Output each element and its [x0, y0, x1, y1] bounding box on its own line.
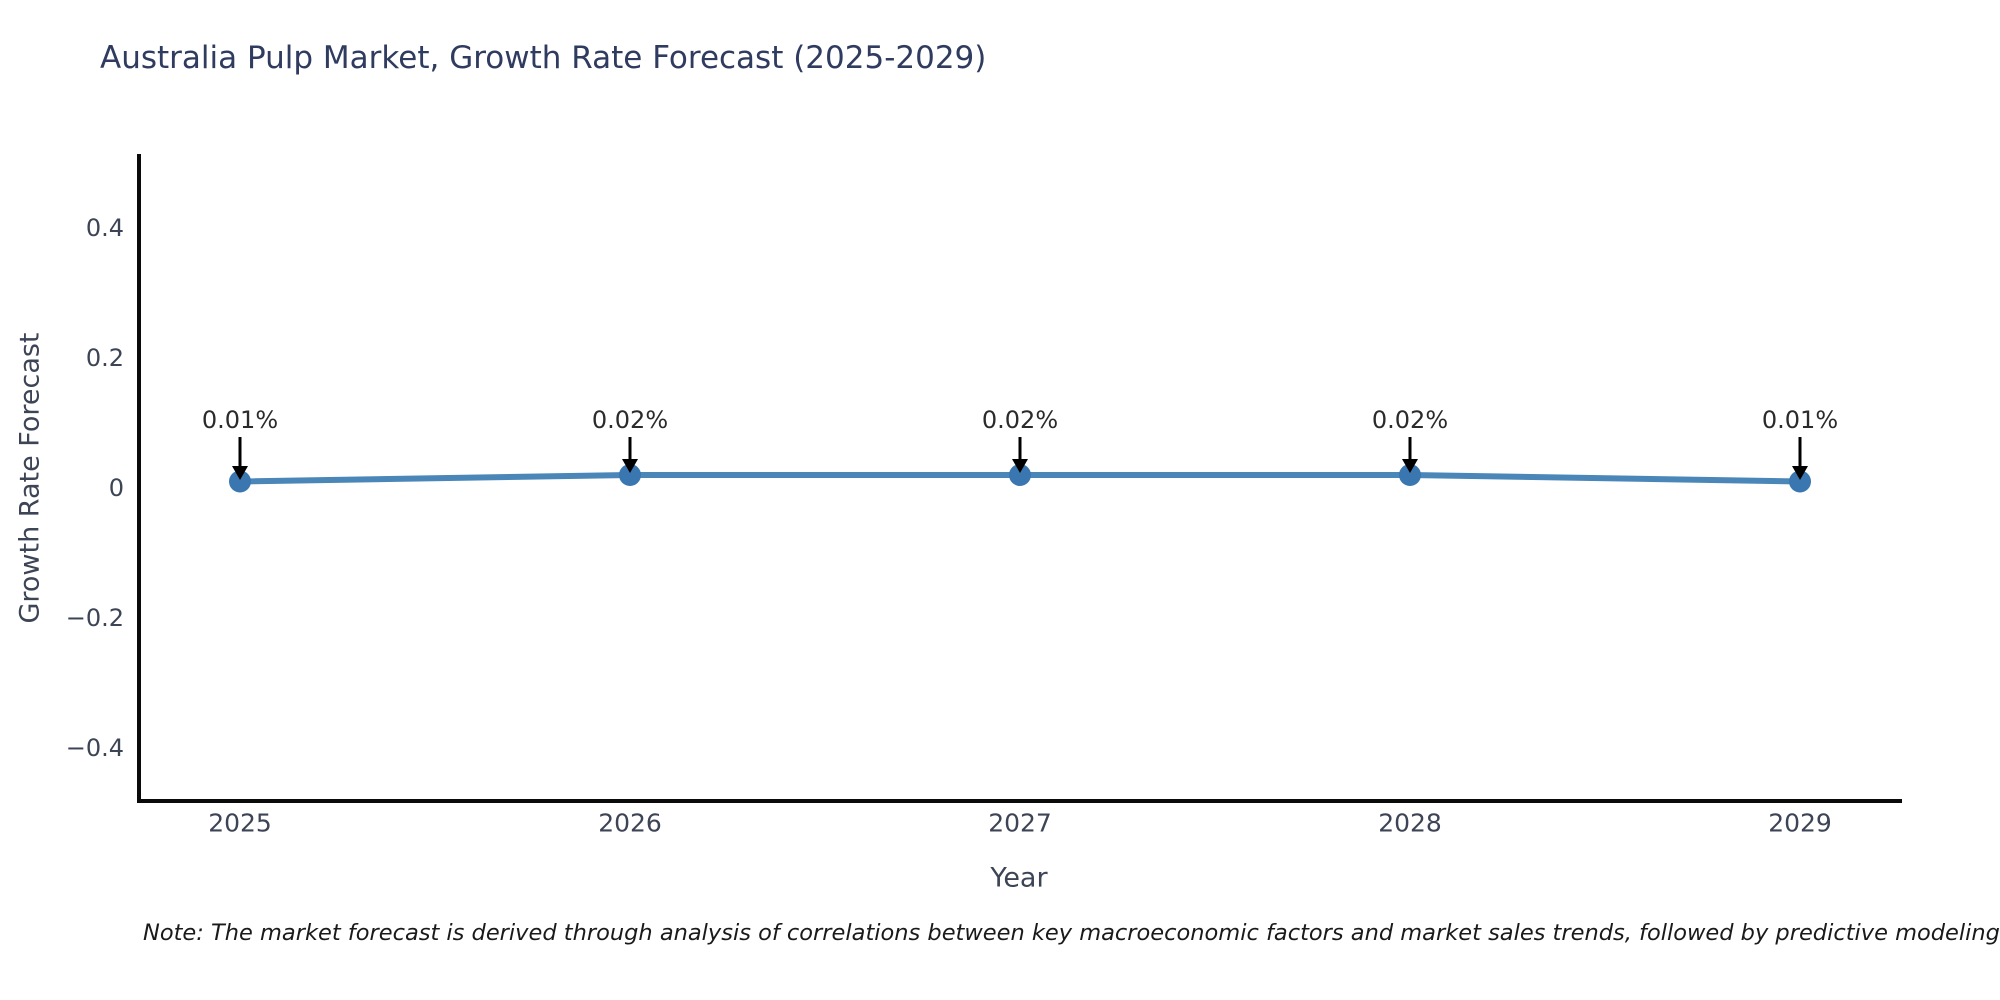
x-axis-spine	[137, 799, 1902, 803]
x-tick-label: 2026	[598, 808, 662, 838]
y-tick-label: 0.4	[85, 214, 124, 242]
footnote: Note: The market forecast is derived thr…	[143, 920, 2000, 946]
x-tick-label: 2025	[208, 808, 272, 838]
annotation-arrowhead-icon	[232, 465, 248, 480]
y-axis-spine	[137, 154, 141, 803]
annotation-arrowhead-icon	[1792, 465, 1808, 480]
chart-title: Australia Pulp Market, Growth Rate Forec…	[100, 40, 987, 76]
x-tick-label: 2027	[988, 808, 1052, 838]
x-axis-title: Year	[990, 862, 1048, 894]
point-value-label: 0.01%	[1761, 406, 1839, 434]
point-value-label: 0.02%	[1371, 406, 1449, 434]
annotation-arrow-shaft	[628, 437, 632, 461]
annotation-arrow-shaft	[1798, 437, 1802, 468]
point-value-label: 0.01%	[201, 406, 279, 434]
x-tick-label: 2028	[1378, 808, 1442, 838]
y-tick-label: −0.4	[65, 734, 124, 762]
x-tick-label: 2029	[1768, 808, 1832, 838]
y-tick-label: 0.2	[85, 344, 124, 372]
y-tick-label: 0	[108, 474, 124, 502]
annotation-arrow-shaft	[238, 437, 242, 468]
point-value-label: 0.02%	[591, 406, 669, 434]
annotation-arrow-shaft	[1408, 437, 1412, 461]
y-tick-label: −0.2	[65, 604, 124, 632]
annotation-arrowhead-icon	[1402, 459, 1418, 473]
annotation-arrow-shaft	[1018, 437, 1022, 461]
annotation-arrowhead-icon	[622, 459, 638, 473]
annotation-arrowhead-icon	[1012, 459, 1028, 473]
point-value-label: 0.02%	[981, 406, 1059, 434]
